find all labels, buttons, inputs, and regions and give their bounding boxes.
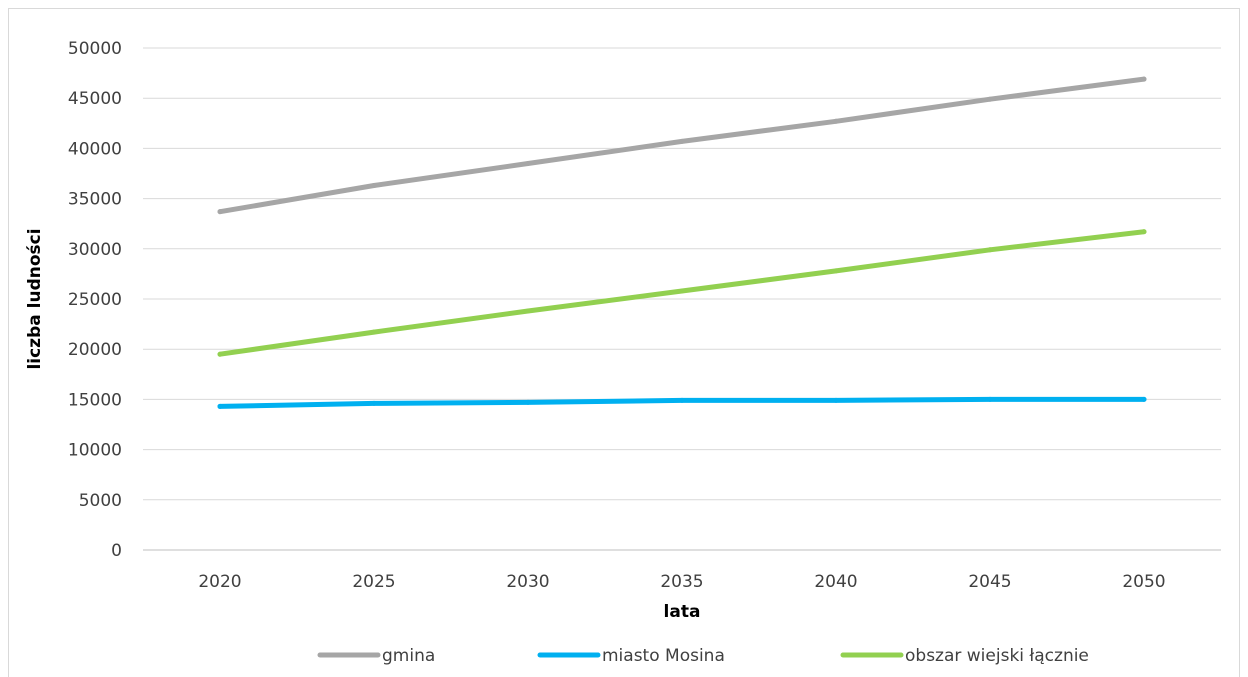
gridlines (143, 47, 1221, 551)
data-point (1141, 76, 1147, 82)
y-tick-label: 30000 (68, 240, 122, 260)
legend-label: gmina (382, 646, 435, 666)
data-point (679, 138, 685, 144)
data-point (833, 118, 839, 124)
y-tick-label: 0 (111, 541, 122, 561)
y-tick-label: 40000 (68, 139, 122, 159)
x-axis-title: lata (664, 602, 701, 622)
data-point (371, 183, 377, 189)
data-point (987, 247, 993, 253)
y-tick-label: 10000 (68, 441, 122, 461)
data-point (679, 288, 685, 294)
data-point (833, 268, 839, 274)
y-axis-title: liczba ludności (25, 228, 45, 369)
x-tick-label: 2030 (506, 572, 549, 592)
x-tick-label: 2020 (198, 572, 241, 592)
x-tick-label: 2045 (968, 572, 1011, 592)
data-point (987, 396, 993, 402)
x-tick-label: 2040 (814, 572, 857, 592)
x-axis-ticks: 2020 2025 2030 2035 2040 2045 2050 (198, 572, 1165, 592)
data-point (833, 397, 839, 403)
data-point (371, 329, 377, 335)
data-point (525, 160, 531, 166)
y-tick-label: 50000 (68, 39, 122, 59)
data-point (987, 96, 993, 102)
data-point (1141, 229, 1147, 235)
x-tick-label: 2025 (352, 572, 395, 592)
legend: gmina miasto Mosina obszar wiejski łącznie (317, 646, 1089, 666)
data-point (371, 400, 377, 406)
y-tick-label: 15000 (68, 390, 122, 410)
data-point (217, 403, 223, 409)
y-tick-label: 45000 (68, 89, 122, 109)
data-point (679, 397, 685, 403)
series-lines (217, 76, 1147, 409)
chart-frame (8, 8, 1240, 677)
series-line-0 (217, 76, 1147, 215)
data-point (217, 209, 223, 215)
data-point (525, 308, 531, 314)
y-tick-label: 5000 (79, 491, 122, 511)
data-point (525, 399, 531, 405)
x-tick-label: 2035 (660, 572, 703, 592)
data-point (217, 351, 223, 357)
y-tick-label: 20000 (68, 340, 122, 360)
legend-label: obszar wiejski łącznie (905, 646, 1089, 666)
x-tick-label: 2050 (1122, 572, 1165, 592)
legend-label: miasto Mosina (602, 646, 725, 666)
y-tick-label: 35000 (68, 190, 122, 210)
y-axis-ticks: 0 5000 10000 15000 20000 25000 30000 35000 40000… (68, 39, 122, 561)
data-point (1141, 396, 1147, 402)
y-tick-label: 25000 (68, 290, 122, 310)
